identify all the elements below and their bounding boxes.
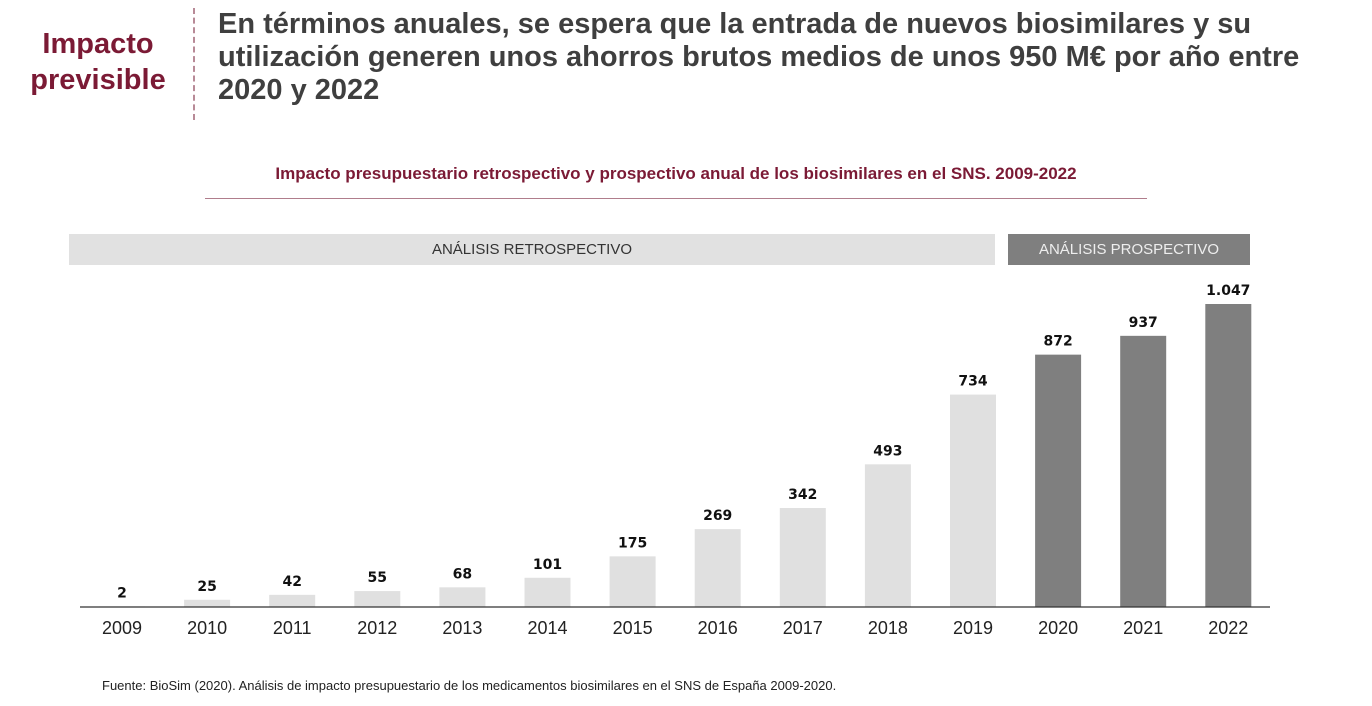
chart-title: Impacto presupuestario retrospectivo y p… [205,164,1147,199]
retrospective-band: ANÁLISIS RETROSPECTIVO [69,234,995,265]
data-label-2009: 2 [117,585,127,601]
headline: En términos anuales, se espera que la en… [218,8,1300,106]
x-tick-label-2022: 2022 [1208,618,1248,638]
bar-2022 [1205,304,1252,607]
bar-2019 [950,394,996,607]
section-title: Impacto previsible [30,28,166,96]
data-label-2014: 101 [533,557,562,573]
data-label-2017: 342 [788,487,817,503]
x-tick-label-2013: 2013 [442,618,482,638]
bar-2013 [439,587,486,607]
divider [193,8,195,120]
x-tick-label-2012: 2012 [357,618,397,638]
data-label-2022: 1.047 [1206,283,1250,299]
data-label-2019: 734 [958,374,987,390]
x-tick-label-2020: 2020 [1038,618,1078,638]
source-note: Fuente: BioSim (2020). Análisis de impac… [102,678,837,693]
data-label-2011: 42 [282,574,301,590]
x-tick-label-2019: 2019 [953,618,993,638]
bar-2010 [184,599,231,607]
x-tick-label-2021: 2021 [1123,618,1163,638]
data-label-2013: 68 [453,566,472,582]
x-tick-label-2016: 2016 [698,618,738,638]
bar-2014 [524,577,571,607]
x-tick-label-2015: 2015 [613,618,653,638]
prospective-band: ANÁLISIS PROSPECTIVO [1008,234,1250,265]
x-tick-label-2018: 2018 [868,618,908,638]
x-tick-label-2011: 2011 [273,618,312,638]
data-label-2012: 55 [368,570,387,586]
bar-2017 [779,508,826,607]
bar-2015 [609,556,656,607]
data-label-2018: 493 [873,443,902,459]
bar-2018 [864,464,911,607]
x-tick-label-2010: 2010 [187,618,227,638]
x-tick-label-2017: 2017 [783,618,823,638]
data-label-2020: 872 [1043,334,1072,350]
bar-2016 [694,529,741,607]
bar-2011 [269,594,316,607]
bar-2020 [1035,354,1082,607]
data-label-2015: 175 [618,535,647,551]
x-tick-label-2014: 2014 [527,618,567,638]
x-tick-label-2009: 2009 [102,618,142,638]
data-label-2010: 25 [197,579,216,595]
bar-2012 [354,591,401,607]
data-label-2016: 269 [703,508,732,524]
data-label-2021: 937 [1129,315,1158,331]
bar-2021 [1120,335,1167,607]
